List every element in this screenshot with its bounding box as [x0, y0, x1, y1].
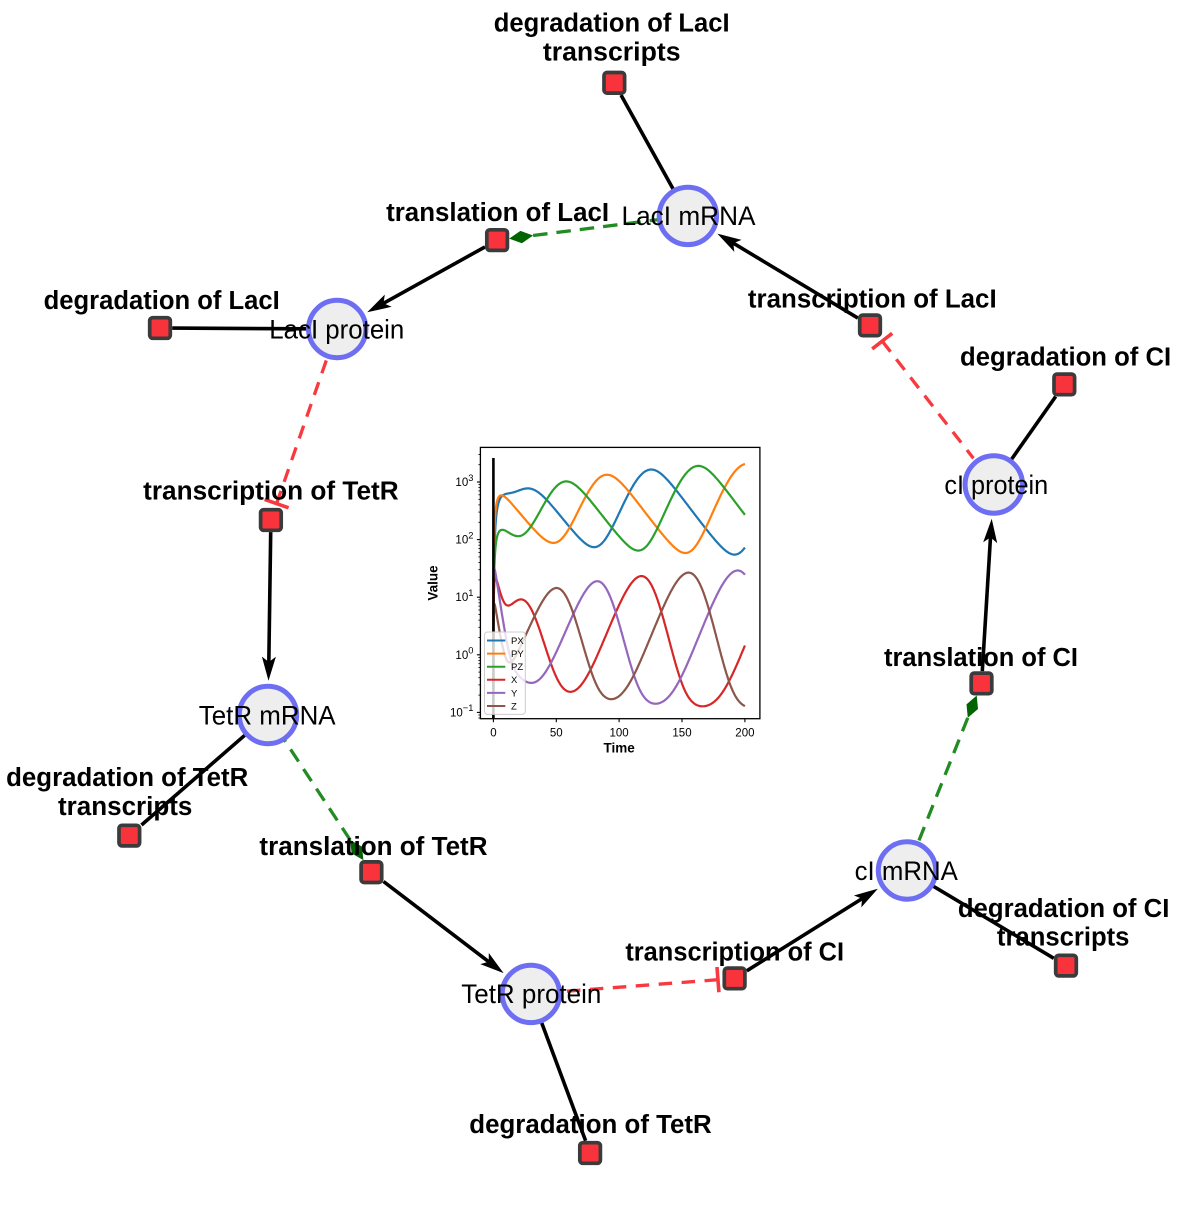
svg-text:Time: Time: [603, 741, 635, 756]
svg-text:LacI mRNA: LacI mRNA: [622, 201, 756, 231]
svg-text:X: X: [511, 675, 518, 686]
svg-text:degradation of CI: degradation of CI: [960, 344, 1171, 372]
svg-text:transcripts: transcripts: [58, 793, 192, 821]
svg-text:cI protein: cI protein: [944, 470, 1048, 500]
svg-text:degradation of TetR: degradation of TetR: [469, 1111, 711, 1139]
svg-text:translation of CI: translation of CI: [884, 644, 1078, 672]
svg-text:transcripts: transcripts: [543, 38, 681, 66]
svg-text:PZ: PZ: [511, 662, 523, 673]
svg-text:degradation of CI: degradation of CI: [958, 895, 1170, 923]
svg-text:PX: PX: [511, 636, 524, 647]
svg-text:TetR mRNA: TetR mRNA: [199, 700, 336, 730]
svg-text:Z: Z: [511, 701, 517, 712]
svg-text:translation of TetR: translation of TetR: [259, 833, 487, 861]
svg-text:150: 150: [672, 727, 691, 739]
svg-text:degradation of TetR: degradation of TetR: [6, 764, 248, 792]
svg-text:Value: Value: [426, 565, 441, 601]
svg-text:LacI protein: LacI protein: [269, 314, 404, 344]
svg-text:0: 0: [490, 727, 496, 739]
svg-text:degradation of LacI: degradation of LacI: [44, 287, 280, 315]
svg-text:transcription of CI: transcription of CI: [625, 938, 844, 966]
svg-text:degradation of LacI: degradation of LacI: [494, 9, 730, 37]
svg-text:TetR protein: TetR protein: [461, 979, 601, 1009]
svg-text:PY: PY: [511, 649, 524, 660]
svg-text:100: 100: [610, 727, 629, 739]
svg-text:200: 200: [735, 727, 754, 739]
svg-text:transcripts: transcripts: [997, 924, 1130, 952]
svg-text:transcription of LacI: transcription of LacI: [748, 285, 997, 313]
svg-text:cI mRNA: cI mRNA: [855, 856, 958, 886]
svg-text:transcription of TetR: transcription of TetR: [143, 477, 399, 505]
svg-text:Y: Y: [511, 688, 518, 699]
svg-text:50: 50: [550, 727, 563, 739]
svg-text:translation of LacI: translation of LacI: [386, 199, 609, 227]
